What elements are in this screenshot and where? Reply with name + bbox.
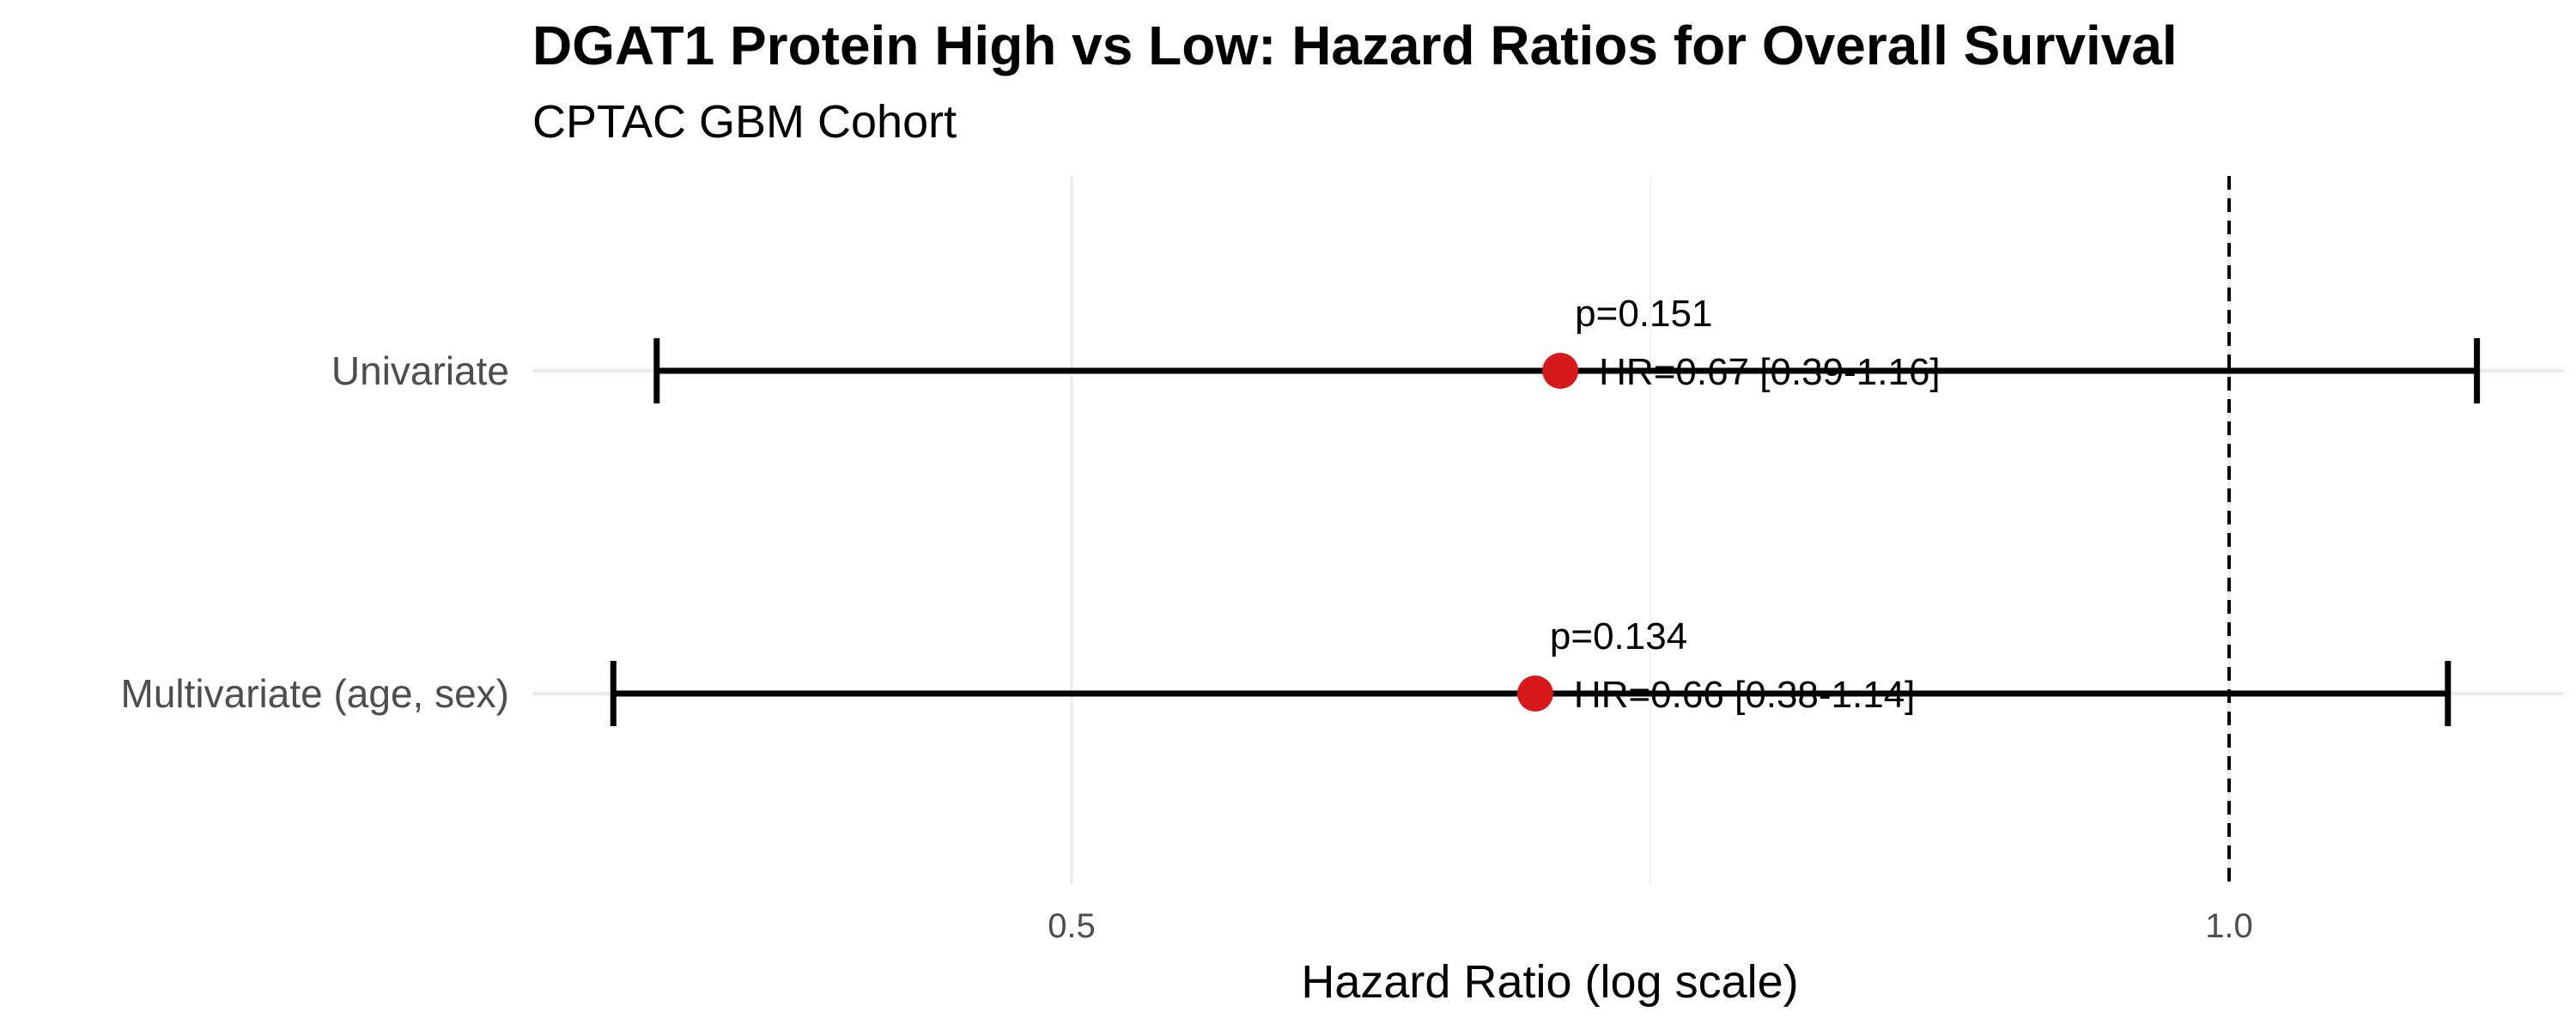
x-tick-label: 0.5 xyxy=(1048,907,1096,945)
hr-point xyxy=(1542,353,1579,389)
gridlines xyxy=(532,176,2563,884)
x-tick-label: 1.0 xyxy=(2205,907,2253,945)
y-category-label: Univariate xyxy=(331,348,509,393)
forest-row: HR=0.67 [0.39-1.16] p=0.151 xyxy=(653,293,2481,403)
p-value-label: p=0.134 xyxy=(1550,615,1687,657)
chart-subtitle: CPTAC GBM Cohort xyxy=(532,96,957,148)
y-category-label: Multivariate (age, sex) xyxy=(121,671,510,716)
chart-title: DGAT1 Protein High vs Low: Hazard Ratios… xyxy=(532,15,2178,76)
p-value-label: p=0.151 xyxy=(1575,293,1712,335)
x-axis-title: Hazard Ratio (log scale) xyxy=(1301,956,1798,1008)
hr-label: HR=0.67 [0.39-1.16] xyxy=(1599,351,1940,393)
forest-row: HR=0.66 [0.38-1.14] p=0.134 xyxy=(610,615,2451,726)
chart-marks: HR=0.67 [0.39-1.16] p=0.151 HR=0.66 [0.38-… xyxy=(610,293,2481,726)
axis-labels: 0.5 1.0 Univariate Multivariate (age, sex) xyxy=(121,348,2253,945)
hr-label: HR=0.66 [0.38-1.14] xyxy=(1574,674,1915,716)
hr-point xyxy=(1516,676,1553,712)
